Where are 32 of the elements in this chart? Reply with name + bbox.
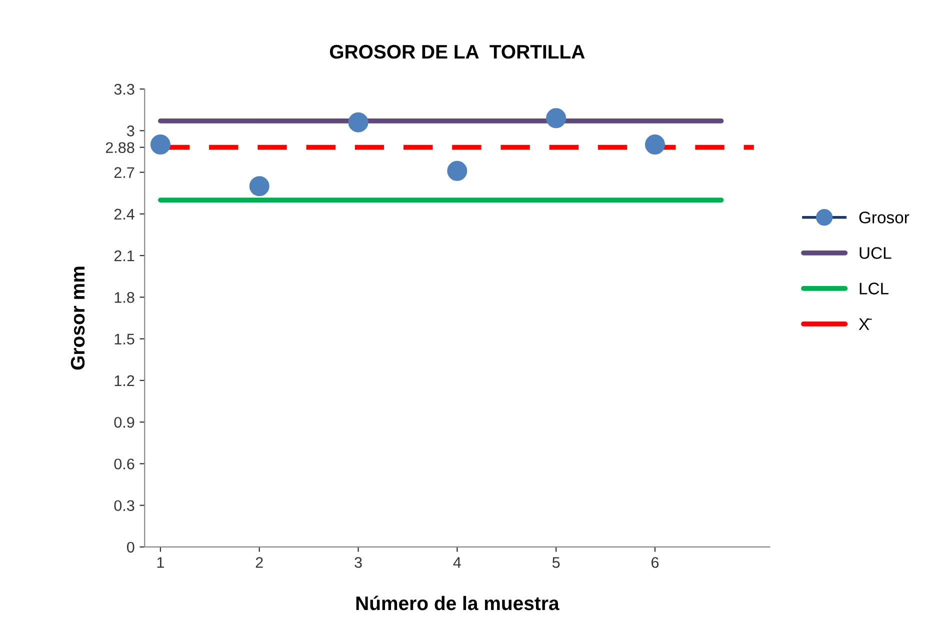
point (249, 176, 270, 196)
x-tick-label: 6 (652, 557, 659, 568)
x-tick-label: 2 (256, 557, 263, 568)
y-axis-title: Grosor mm (70, 266, 85, 370)
y-tick-label: 2.7 (114, 167, 134, 178)
y-tick-label: 0.6 (114, 458, 134, 470)
y-tick-label: 2.4 (114, 208, 134, 220)
x-tick-label: 3 (354, 557, 362, 568)
y-tick-label: 1.8 (114, 292, 134, 303)
legend-label: X̄ (858, 318, 872, 330)
legend-label: LCL (860, 282, 888, 294)
y-tick-label: 3.3 (114, 84, 134, 95)
point (546, 108, 566, 128)
y-tick-label: 1.2 (114, 375, 134, 386)
legend-label: UCL (860, 247, 892, 259)
point (447, 160, 468, 181)
x-tick-label: 4 (453, 557, 461, 568)
point (150, 134, 170, 155)
y-tick-label: 1.5 (114, 334, 134, 344)
chart-title: GROSOR DE LA TORTILLA (330, 44, 585, 59)
y-tick-label: 0.9 (114, 416, 134, 428)
y-tick-label: 2.88 (106, 142, 134, 154)
x-axis-title: Número de la muestra (356, 596, 560, 610)
point (644, 134, 665, 155)
point (348, 112, 368, 132)
y-tick-label: 2.1 (114, 250, 134, 262)
x-tick-label: 5 (552, 557, 560, 568)
y-tick-label: 0 (126, 542, 134, 553)
x-tick-label: 1 (157, 557, 164, 568)
y-tick-label: 0.3 (114, 500, 134, 512)
legend-label: Grosor (859, 212, 910, 224)
y-tick-label: 3 (126, 126, 134, 136)
